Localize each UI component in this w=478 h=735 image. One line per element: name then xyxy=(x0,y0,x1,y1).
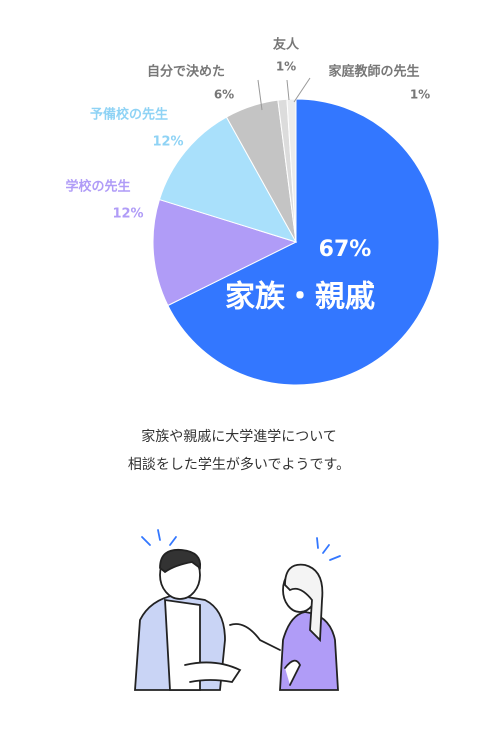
slice-value-label: 12% xyxy=(112,207,143,222)
slice-label: 予備校の先生 xyxy=(90,107,168,123)
leader-lines xyxy=(257,77,311,111)
slice-label: 家族・親戚 xyxy=(225,280,375,315)
slice-value-label: 12% xyxy=(152,135,183,150)
slice-label: 自分で決めた xyxy=(147,64,225,80)
pie-slice xyxy=(167,98,440,386)
pie-slice xyxy=(152,198,298,307)
slice-value-label: 1% xyxy=(276,60,296,74)
caption-line: 家族や親戚に大学進学について xyxy=(141,428,337,445)
slice-label: 友人 xyxy=(273,37,300,53)
slice-value-label: 1% xyxy=(410,88,430,102)
slice-value-label: 67% xyxy=(319,237,372,262)
pie xyxy=(152,98,440,386)
slice-label: 学校の先生 xyxy=(65,179,130,195)
pie-slice xyxy=(158,116,298,243)
illustration xyxy=(134,529,341,691)
slice-label: 家庭教師の先生 xyxy=(328,64,419,80)
slice-value-label: 6% xyxy=(214,88,234,102)
caption-line: 相談をした学生が多いでようです。 xyxy=(128,456,350,473)
